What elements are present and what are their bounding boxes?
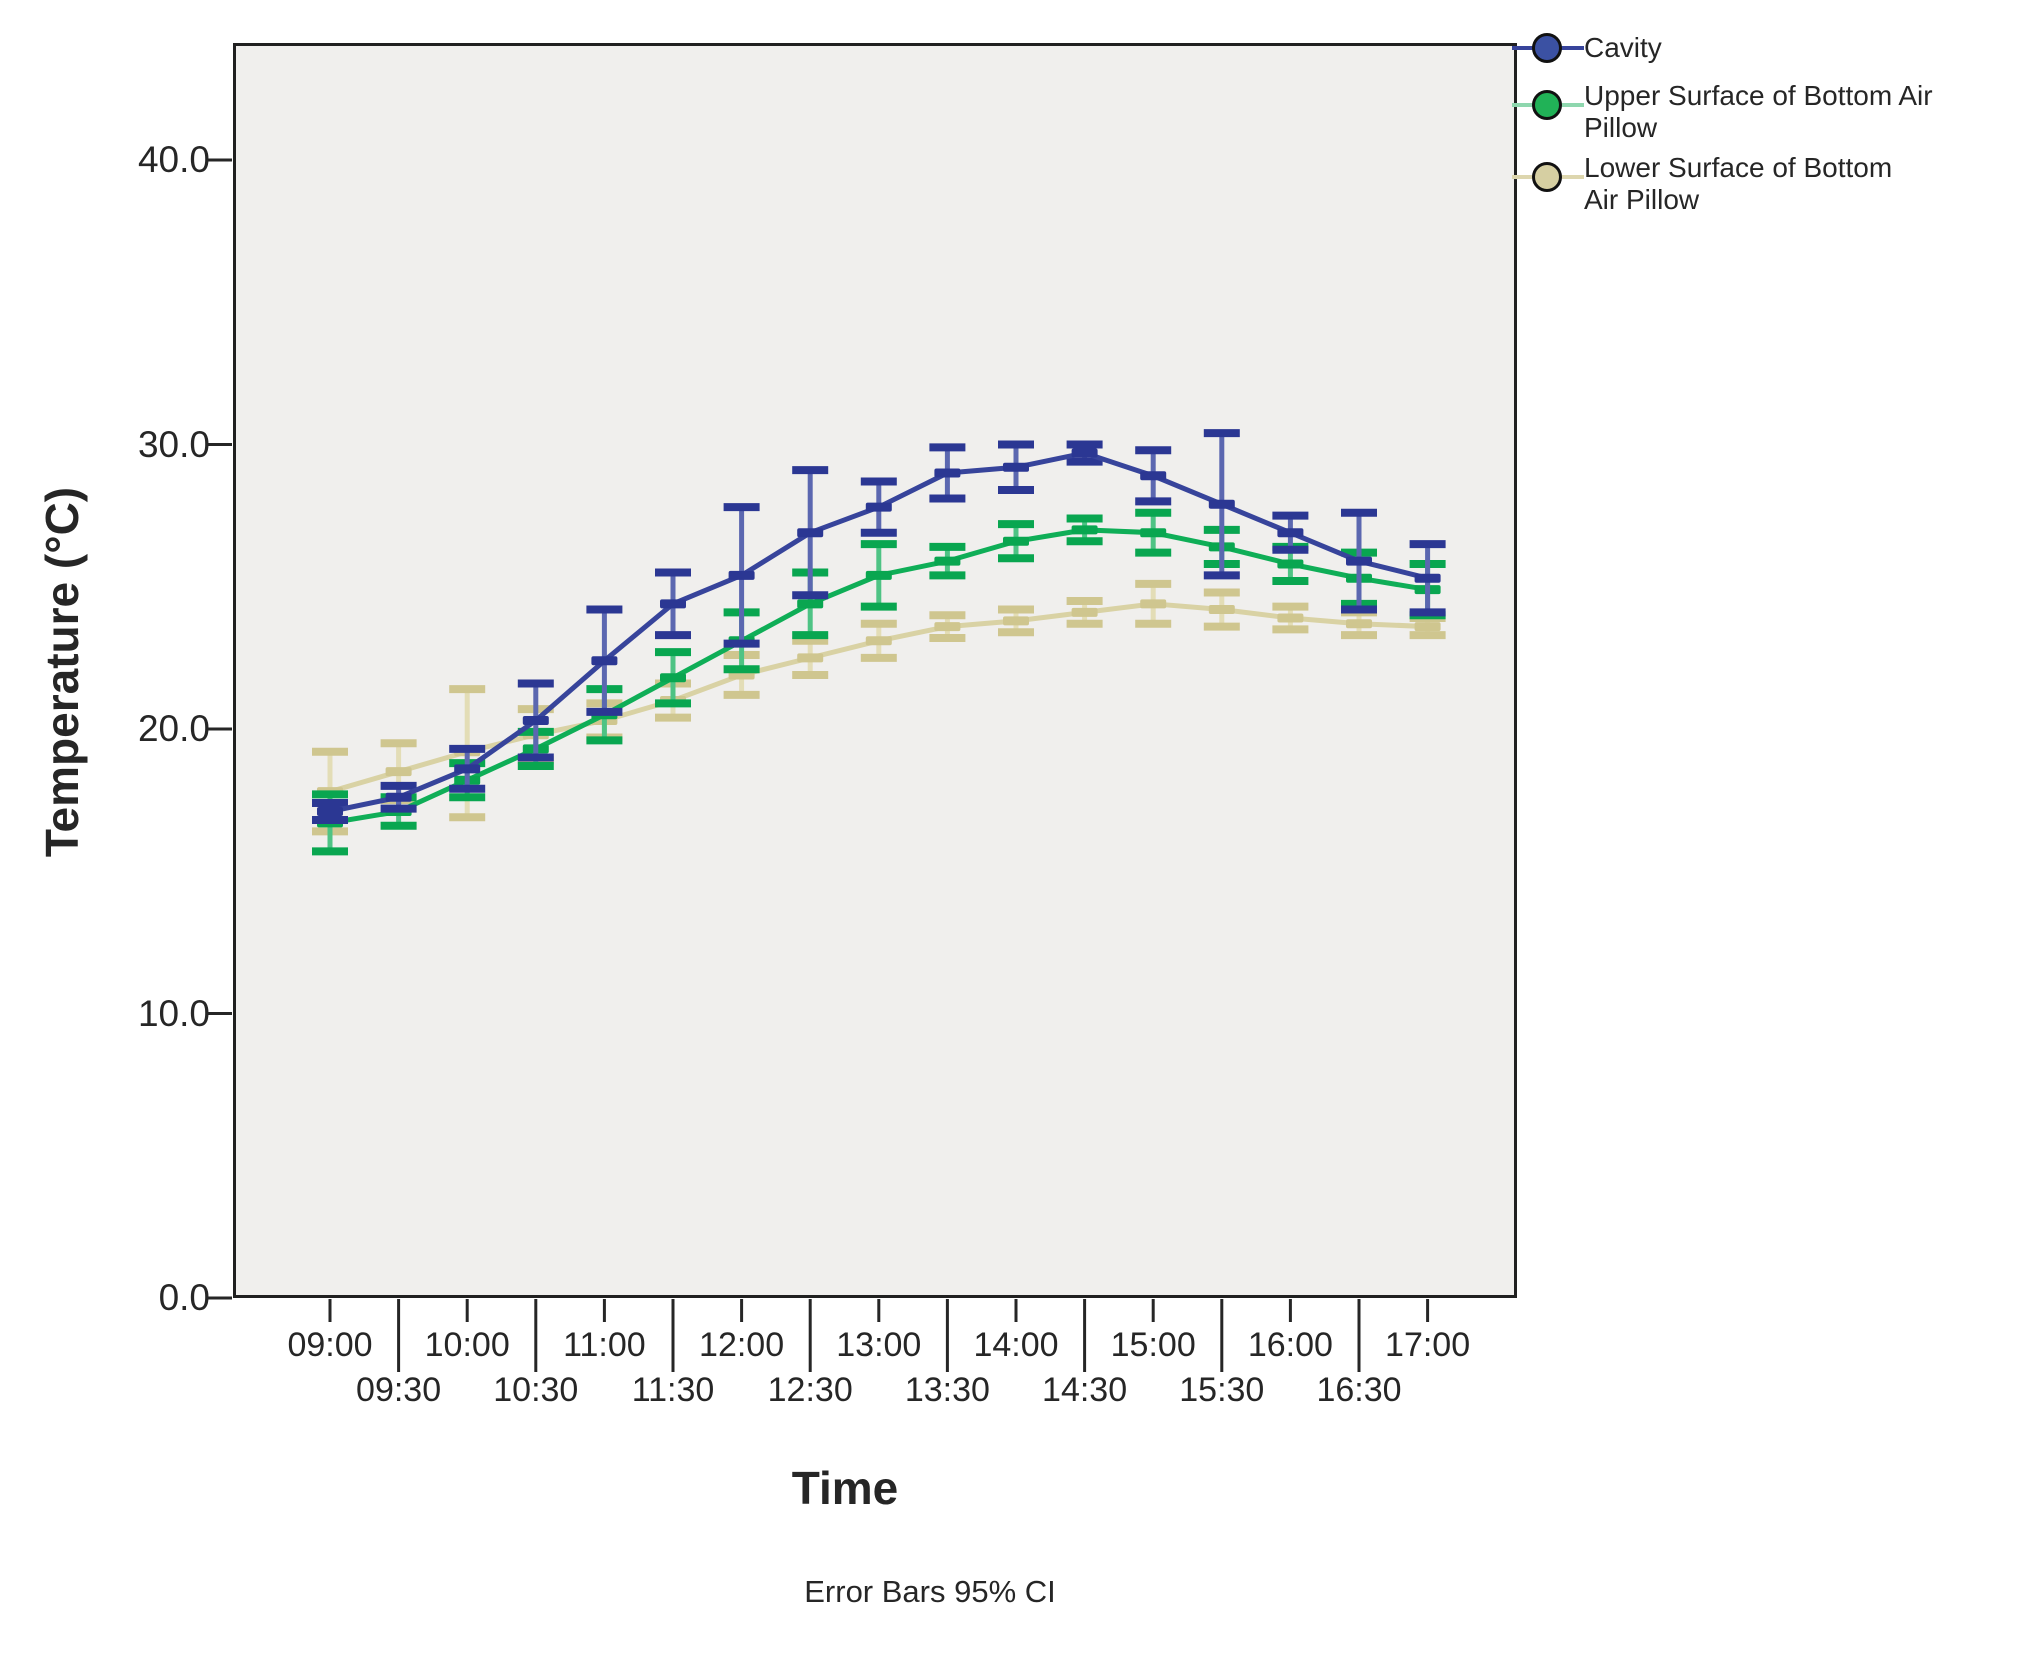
x-tick-label: 09:00 bbox=[287, 1326, 373, 1364]
x-tick-label: 15:30 bbox=[1179, 1371, 1265, 1409]
legend-marker-cavity-icon bbox=[1532, 33, 1562, 63]
x-tick-label: 10:30 bbox=[493, 1371, 579, 1409]
y-tick-label: 30.0 bbox=[137, 423, 210, 465]
legend-item-label: Lower Surface of Bottom Air Pillow bbox=[1584, 152, 1893, 215]
y-tick-label: 10.0 bbox=[137, 992, 210, 1034]
plot-area bbox=[233, 43, 1517, 1298]
x-tick-label: 13:00 bbox=[836, 1326, 922, 1364]
y-tick-label: 20.0 bbox=[137, 708, 210, 749]
x-tick-label: 12:00 bbox=[699, 1326, 785, 1364]
x-tick-label: 12:30 bbox=[767, 1371, 853, 1409]
legend-marker-lower-icon bbox=[1532, 162, 1562, 192]
legend-item-label: Cavity bbox=[1584, 32, 1662, 63]
x-axis-title: Time bbox=[791, 1462, 899, 1514]
x-tick-label: 16:30 bbox=[1316, 1371, 1402, 1409]
x-tick-label: 16:00 bbox=[1247, 1326, 1333, 1364]
x-tick-label: 11:00 bbox=[563, 1326, 646, 1364]
y-tick-label: 40.0 bbox=[137, 139, 210, 180]
legend-item-label: Upper Surface of Bottom Air Pillow bbox=[1584, 80, 1933, 143]
legend-marker-upper-icon bbox=[1532, 90, 1562, 120]
y-tick-label: 0.0 bbox=[158, 1277, 210, 1318]
x-tick-label: 09:30 bbox=[356, 1371, 442, 1409]
x-tick-label: 15:00 bbox=[1110, 1326, 1196, 1364]
legend-item-lower-surface: Lower Surface of Bottom Air Pillow bbox=[1512, 152, 1992, 222]
x-tick-label: 14:00 bbox=[973, 1326, 1059, 1364]
x-tick-label: 10:00 bbox=[424, 1326, 510, 1364]
y-axis-title: Temperature (°C) bbox=[36, 486, 88, 858]
x-tick-label: 14:30 bbox=[1042, 1371, 1128, 1409]
x-tick-label: 11:30 bbox=[631, 1371, 715, 1409]
x-tick-label: 13:30 bbox=[904, 1371, 990, 1409]
legend-item-cavity: Cavity bbox=[1512, 28, 1992, 72]
error-bars-caption: Error Bars 95% CI bbox=[804, 1574, 1056, 1609]
x-tick-label: 17:00 bbox=[1385, 1326, 1471, 1364]
legend-item-upper-surface: Upper Surface of Bottom Air Pillow bbox=[1512, 80, 1992, 150]
